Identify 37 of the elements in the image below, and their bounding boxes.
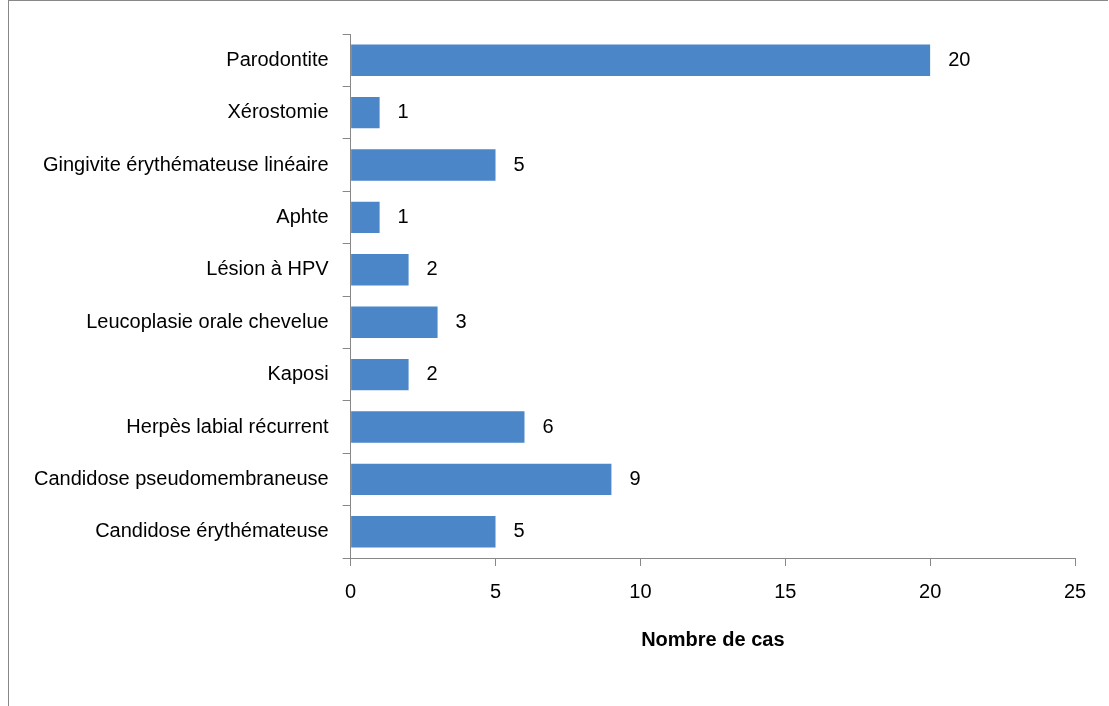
bar (351, 201, 380, 234)
data-label: 6 (542, 414, 554, 437)
y-tick-label: Kaposi (267, 362, 329, 385)
x-axis-title: Nombre de cas (641, 627, 785, 650)
data-label: 5 (513, 152, 525, 175)
data-label: 5 (513, 519, 525, 542)
data-label: 2 (426, 257, 438, 280)
bar (351, 463, 612, 496)
x-tick-label: 15 (774, 579, 797, 602)
bar (351, 411, 525, 443)
x-tick-label: 10 (629, 579, 652, 602)
bar (351, 254, 409, 286)
data-label: 20 (948, 47, 971, 70)
y-tick-label: Gingivite érythémateuse linéaire (42, 152, 329, 175)
data-label: 1 (397, 204, 409, 227)
bar (351, 44, 931, 76)
data-label: 9 (629, 466, 641, 489)
y-tick-label: Herpès labial récurrent (126, 414, 330, 437)
y-tick-label: Candidose pseudomembraneuse (34, 466, 329, 489)
x-tick-label: 20 (919, 579, 942, 602)
y-tick-label: Parodontite (226, 47, 329, 70)
data-label: 3 (455, 309, 467, 332)
y-tick-label: Lésion à HPV (206, 257, 330, 280)
y-tick-label: Aphte (276, 204, 329, 227)
bar (351, 516, 496, 548)
data-label: 2 (426, 362, 438, 385)
bar (351, 358, 409, 391)
y-tick-label: Xérostomie (227, 100, 329, 123)
data-label: 1 (397, 100, 409, 123)
bar (351, 96, 380, 129)
x-tick-label: 0 (345, 579, 357, 602)
x-tick-label: 5 (489, 579, 502, 602)
y-tick-label: Leucoplasie orale chevelue (86, 309, 329, 332)
bar (351, 306, 438, 338)
y-tick-label: Candidose érythémateuse (95, 519, 329, 542)
x-tick-label: 25 (1063, 579, 1087, 602)
bar (351, 149, 496, 181)
